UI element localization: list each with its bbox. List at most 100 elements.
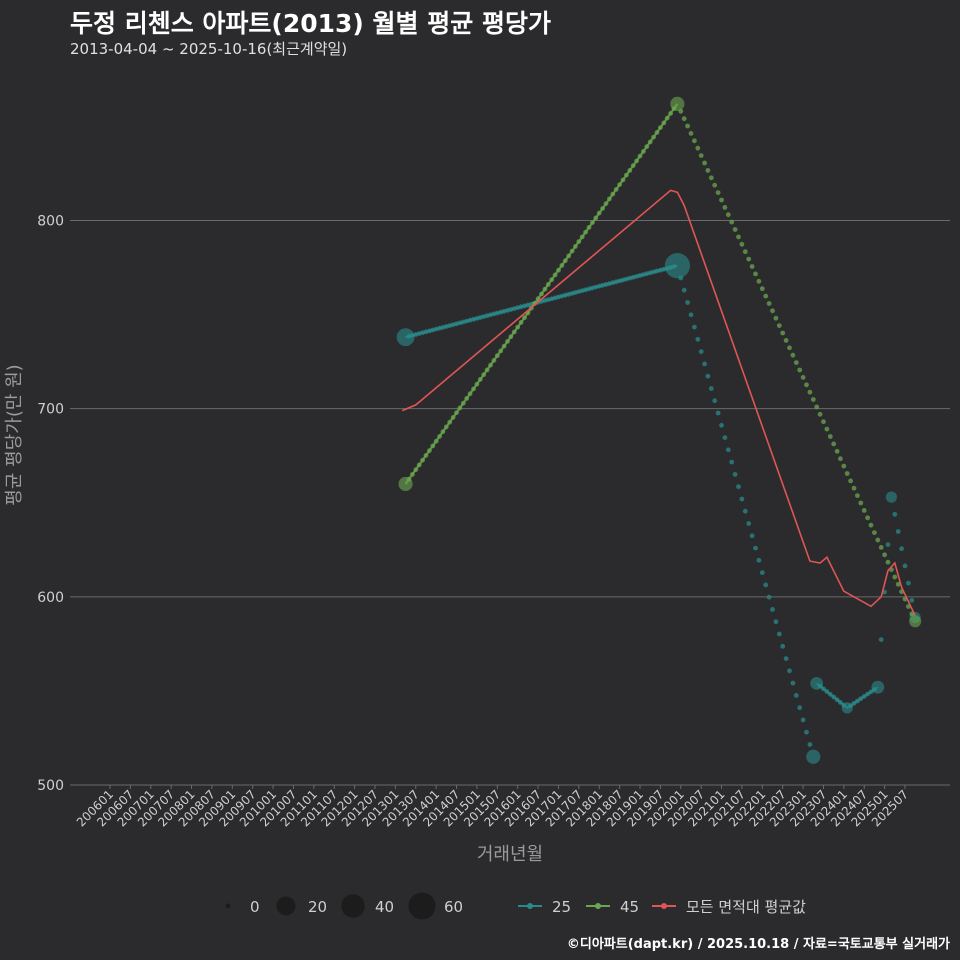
chart-title: 두정 리첸스 아파트(2013) 월별 평균 평당가 — [70, 9, 551, 38]
size-legend-label: 0 — [250, 898, 260, 916]
interp-point — [746, 521, 752, 526]
interp-point — [804, 729, 809, 735]
interp-point — [895, 529, 901, 534]
interp-point — [902, 563, 908, 569]
size-legend-label: 60 — [444, 898, 463, 916]
interp-point — [695, 336, 701, 342]
interp-point — [790, 352, 796, 358]
series-45 — [398, 96, 922, 628]
interp-point — [807, 389, 813, 395]
data-point — [670, 96, 685, 111]
size-legend-circle — [341, 894, 365, 918]
interp-point — [865, 515, 870, 521]
interp-point — [732, 227, 738, 232]
interp-point — [800, 375, 806, 380]
interp-point — [882, 552, 887, 558]
gridlines — [70, 220, 950, 786]
interp-point — [719, 422, 724, 428]
source-caption: ©디아파트(dapt.kr) / 2025.10.18 / 자료=국토교통부 실… — [566, 937, 950, 952]
interp-point — [831, 441, 837, 447]
interp-point — [715, 410, 721, 416]
data-point — [871, 680, 885, 694]
interp-point — [834, 448, 840, 454]
legend: 0 20 40 60 25 45 모든 면적대 평균값 — [225, 892, 806, 920]
color-legend-label: 모든 면적대 평균값 — [686, 898, 806, 916]
interp-point — [885, 542, 891, 547]
series-layer — [396, 96, 922, 764]
interp-point — [698, 153, 704, 159]
interp-point — [712, 398, 718, 404]
interp-point — [708, 175, 714, 181]
size-legend-circle — [225, 903, 231, 909]
interp-point — [736, 234, 741, 240]
interp-point — [681, 116, 687, 122]
size-legend-circle — [276, 896, 296, 916]
series-모든 면적대 평균값 — [401, 189, 916, 617]
interp-point — [793, 360, 799, 365]
interp-point — [756, 557, 762, 563]
interp-point — [749, 264, 755, 269]
size-legend-label: 20 — [308, 898, 327, 916]
interp-point — [705, 373, 711, 379]
interp-point — [793, 693, 799, 698]
interp-point — [681, 287, 687, 293]
interp-point — [736, 484, 741, 490]
interp-point — [821, 419, 826, 425]
interp-point — [688, 312, 694, 318]
interp-point — [773, 315, 779, 321]
data-point — [396, 328, 415, 347]
series-line — [405, 264, 678, 339]
x-axis-title: 거래년월 — [477, 844, 543, 865]
interp-point — [708, 386, 714, 391]
interp-point — [729, 459, 735, 465]
y-tick-labels: 500 600 700 800 — [37, 214, 64, 794]
interp-point — [712, 182, 718, 188]
y-tick-label: 700 — [37, 402, 64, 418]
interp-point — [688, 131, 694, 136]
interp-point — [909, 597, 915, 603]
interp-point — [872, 530, 877, 535]
interp-point — [885, 559, 891, 565]
interp-point — [804, 382, 809, 388]
interp-point — [817, 411, 823, 417]
interp-point — [878, 637, 884, 642]
interp-point — [739, 241, 745, 247]
interp-point — [861, 508, 867, 513]
interp-point — [800, 717, 806, 723]
interp-point — [844, 471, 850, 476]
interp-point — [797, 367, 803, 373]
interp-point — [797, 705, 803, 711]
interp-point — [753, 271, 758, 277]
interp-point — [770, 607, 775, 612]
interp-point — [739, 496, 745, 502]
size-legend-circle — [408, 892, 436, 920]
interp-point — [810, 397, 816, 402]
interp-point — [759, 286, 765, 292]
interp-point — [814, 404, 820, 410]
interp-point — [702, 160, 707, 166]
interp-point — [766, 594, 772, 600]
interp-point — [725, 212, 731, 218]
interp-point — [776, 631, 782, 637]
interp-point — [759, 570, 765, 575]
y-tick-label: 600 — [37, 590, 64, 606]
interp-point — [732, 472, 738, 477]
interp-point — [838, 456, 843, 462]
interp-point — [685, 123, 690, 129]
x-tick-labels: 2006012006072007012007072008012008072009… — [74, 785, 911, 830]
y-tick-label: 500 — [37, 778, 64, 794]
interp-point — [725, 447, 731, 453]
data-point — [398, 476, 413, 492]
data-point — [841, 702, 853, 714]
interp-point — [878, 545, 884, 550]
data-point — [810, 676, 824, 690]
interp-point — [851, 485, 857, 491]
interp-point — [766, 301, 772, 306]
interp-point — [787, 345, 792, 351]
y-axis-title: 평균 평당가(만 원) — [4, 364, 25, 505]
interp-point — [824, 426, 830, 432]
color-legend-dot — [595, 903, 601, 909]
interp-point — [899, 546, 904, 552]
interp-point — [895, 581, 901, 587]
